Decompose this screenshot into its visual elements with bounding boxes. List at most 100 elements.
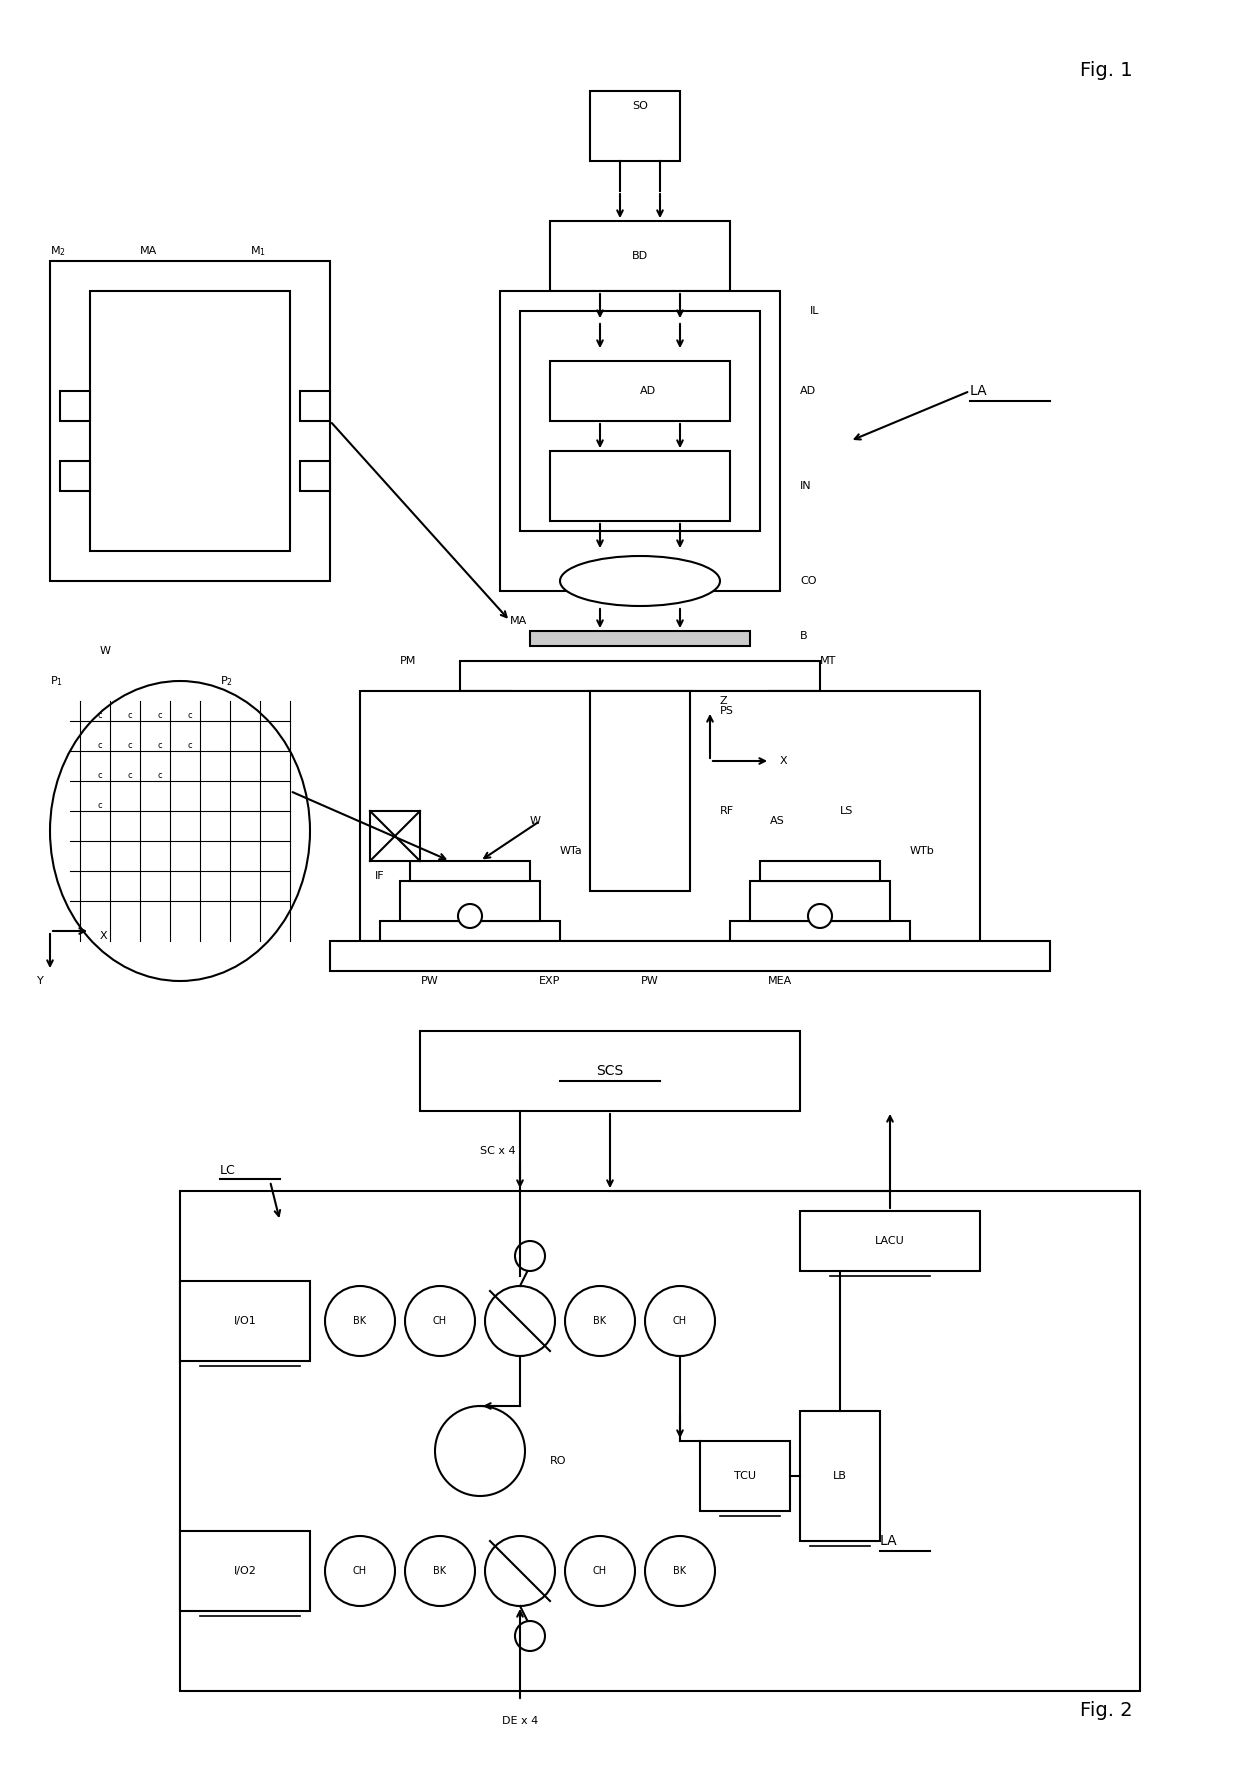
Text: LA: LA: [970, 383, 987, 398]
Text: c: c: [157, 711, 162, 720]
Ellipse shape: [560, 555, 720, 605]
Text: M$_2$: M$_2$: [50, 244, 66, 258]
Circle shape: [485, 1286, 556, 1356]
Text: RO: RO: [551, 1456, 567, 1467]
Text: P$_2$: P$_2$: [219, 673, 233, 688]
Text: MA: MA: [510, 616, 527, 627]
Text: DE x 4: DE x 4: [502, 1716, 538, 1727]
Text: WTa: WTa: [560, 845, 583, 856]
Text: B: B: [800, 630, 807, 641]
Text: X: X: [100, 931, 108, 940]
FancyBboxPatch shape: [180, 1191, 1140, 1691]
Circle shape: [485, 1537, 556, 1607]
Text: Fig. 2: Fig. 2: [1080, 1701, 1132, 1721]
Text: c: c: [128, 741, 133, 750]
Circle shape: [808, 904, 832, 928]
Text: LB: LB: [833, 1470, 847, 1481]
FancyBboxPatch shape: [180, 1531, 310, 1610]
FancyBboxPatch shape: [529, 630, 750, 647]
FancyBboxPatch shape: [360, 691, 980, 940]
FancyBboxPatch shape: [551, 362, 730, 421]
FancyBboxPatch shape: [330, 940, 1050, 971]
FancyBboxPatch shape: [300, 390, 330, 421]
Text: BK: BK: [353, 1316, 367, 1325]
FancyBboxPatch shape: [460, 691, 510, 731]
FancyBboxPatch shape: [800, 1411, 880, 1540]
FancyBboxPatch shape: [750, 881, 890, 921]
Text: c: c: [187, 711, 192, 720]
FancyBboxPatch shape: [420, 1032, 800, 1110]
Circle shape: [565, 1286, 635, 1356]
FancyBboxPatch shape: [91, 290, 290, 552]
Text: M$_1$: M$_1$: [250, 244, 265, 258]
FancyBboxPatch shape: [180, 1281, 310, 1361]
Text: CH: CH: [353, 1565, 367, 1576]
Text: X: X: [780, 756, 787, 767]
Text: AD: AD: [800, 387, 816, 396]
FancyBboxPatch shape: [760, 861, 880, 881]
Text: LS: LS: [839, 806, 853, 817]
Text: LACU: LACU: [875, 1236, 905, 1247]
Circle shape: [405, 1537, 475, 1607]
Text: IL: IL: [810, 306, 820, 315]
Circle shape: [405, 1286, 475, 1356]
FancyBboxPatch shape: [701, 1442, 790, 1512]
FancyBboxPatch shape: [551, 220, 730, 290]
Text: PM: PM: [401, 656, 417, 666]
Text: c: c: [98, 772, 103, 781]
FancyBboxPatch shape: [460, 661, 820, 691]
Text: RF: RF: [720, 806, 734, 817]
Text: BK: BK: [673, 1565, 687, 1576]
Text: Y: Y: [37, 976, 43, 987]
Circle shape: [515, 1621, 546, 1651]
Text: MEA: MEA: [768, 976, 792, 987]
Text: PW: PW: [641, 976, 658, 987]
FancyBboxPatch shape: [520, 312, 760, 530]
Text: W: W: [100, 647, 112, 656]
Circle shape: [325, 1286, 396, 1356]
Text: PW: PW: [422, 976, 439, 987]
Text: c: c: [187, 741, 192, 750]
Text: EXP: EXP: [539, 976, 560, 987]
Text: CH: CH: [673, 1316, 687, 1325]
FancyBboxPatch shape: [379, 921, 560, 940]
Text: SCS: SCS: [596, 1064, 624, 1078]
Text: W: W: [529, 817, 541, 826]
Text: BK: BK: [434, 1565, 446, 1576]
Text: TCU: TCU: [734, 1470, 756, 1481]
Text: Fig. 1: Fig. 1: [1080, 61, 1132, 81]
Text: c: c: [157, 772, 162, 781]
Text: LA: LA: [880, 1535, 898, 1547]
FancyBboxPatch shape: [730, 921, 910, 940]
Text: AS: AS: [770, 817, 785, 826]
Text: c: c: [128, 711, 133, 720]
FancyBboxPatch shape: [770, 691, 820, 731]
Circle shape: [645, 1537, 715, 1607]
FancyBboxPatch shape: [370, 811, 420, 861]
FancyBboxPatch shape: [300, 460, 330, 491]
Text: IF: IF: [376, 870, 384, 881]
FancyBboxPatch shape: [800, 1211, 980, 1272]
Text: c: c: [157, 741, 162, 750]
Circle shape: [458, 904, 482, 928]
Text: CH: CH: [433, 1316, 448, 1325]
FancyBboxPatch shape: [60, 460, 91, 491]
Text: MA: MA: [140, 245, 157, 256]
Circle shape: [325, 1537, 396, 1607]
Text: AD: AD: [640, 387, 656, 396]
Circle shape: [565, 1537, 635, 1607]
FancyBboxPatch shape: [500, 290, 780, 591]
FancyBboxPatch shape: [551, 451, 730, 521]
FancyBboxPatch shape: [60, 390, 91, 421]
Text: BK: BK: [594, 1316, 606, 1325]
Circle shape: [435, 1406, 525, 1495]
Text: Z: Z: [720, 697, 728, 706]
Circle shape: [515, 1241, 546, 1272]
Text: CH: CH: [593, 1565, 608, 1576]
Text: c: c: [128, 772, 133, 781]
Text: c: c: [98, 741, 103, 750]
Text: PS: PS: [720, 706, 734, 716]
Text: BD: BD: [632, 251, 649, 261]
FancyBboxPatch shape: [590, 91, 680, 161]
Text: IN: IN: [800, 482, 812, 491]
